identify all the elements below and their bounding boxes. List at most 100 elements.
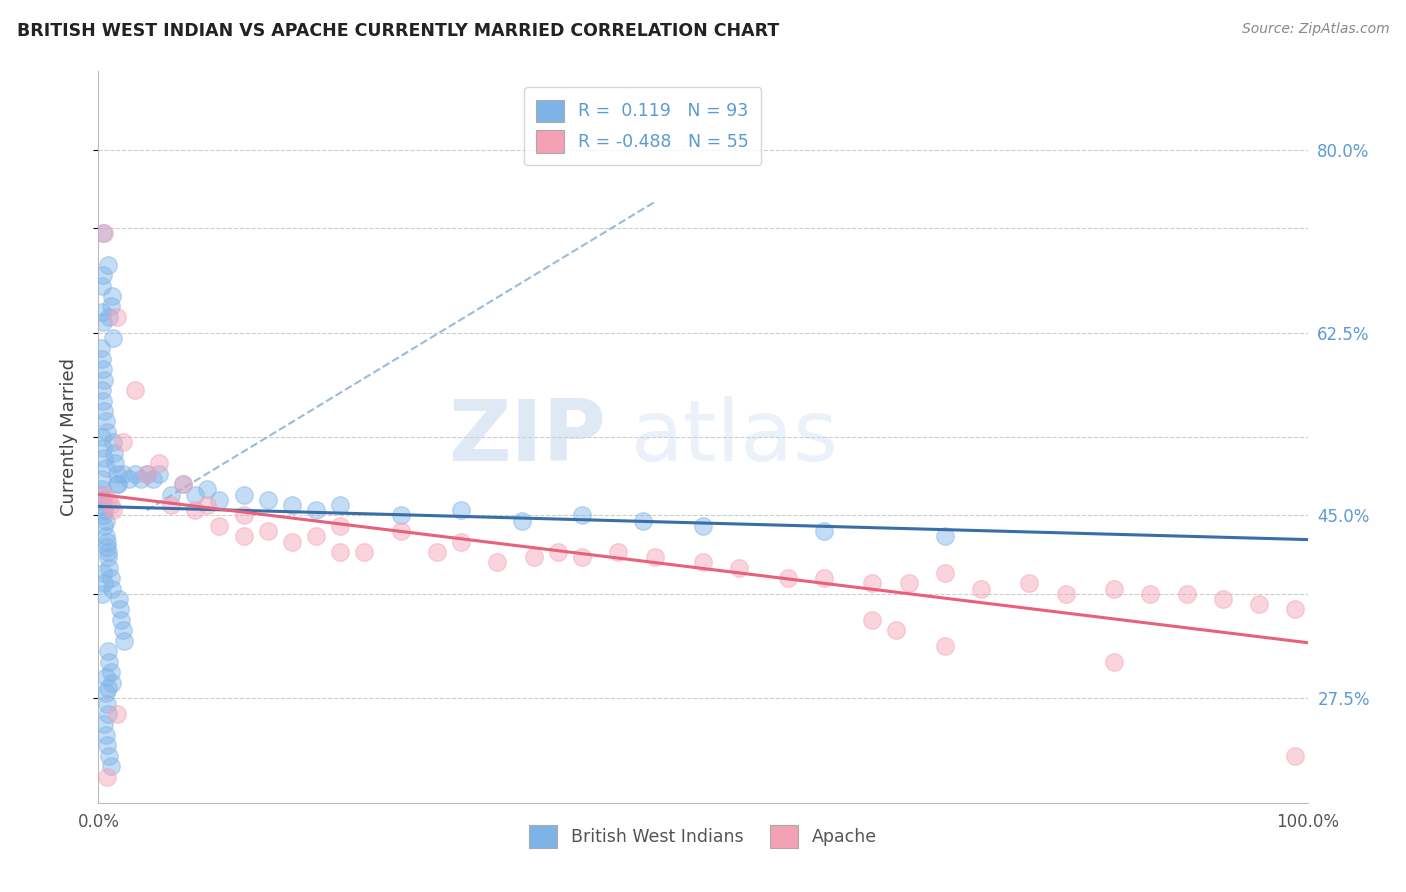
Text: Source: ZipAtlas.com: Source: ZipAtlas.com xyxy=(1241,22,1389,37)
Point xyxy=(91,441,114,455)
Point xyxy=(91,508,114,523)
Point xyxy=(100,571,122,585)
Point xyxy=(571,550,593,565)
Point xyxy=(90,341,112,355)
Point xyxy=(1284,602,1306,616)
Point xyxy=(129,472,152,486)
Point xyxy=(160,498,183,512)
Point xyxy=(93,503,115,517)
Point xyxy=(523,550,546,565)
Point xyxy=(776,571,799,585)
Point xyxy=(329,545,352,559)
Point xyxy=(96,425,118,439)
Point xyxy=(97,492,120,507)
Point xyxy=(692,519,714,533)
Point xyxy=(91,587,114,601)
Point xyxy=(108,592,131,607)
Point xyxy=(232,487,254,501)
Point xyxy=(91,268,114,282)
Point xyxy=(111,435,134,450)
Point xyxy=(389,508,412,523)
Point xyxy=(91,483,114,497)
Point xyxy=(97,681,120,695)
Point xyxy=(93,487,115,501)
Point xyxy=(184,503,207,517)
Point xyxy=(97,644,120,658)
Point xyxy=(232,529,254,543)
Point xyxy=(93,450,115,465)
Point xyxy=(91,351,114,366)
Point xyxy=(305,529,328,543)
Text: atlas: atlas xyxy=(630,395,838,479)
Point xyxy=(256,524,278,538)
Text: ZIP: ZIP xyxy=(449,395,606,479)
Point xyxy=(100,498,122,512)
Point xyxy=(184,487,207,501)
Point xyxy=(886,624,908,638)
Point xyxy=(107,477,129,491)
Point xyxy=(353,545,375,559)
Point xyxy=(329,498,352,512)
Legend: British West Indians, Apache: British West Indians, Apache xyxy=(517,814,889,860)
Point xyxy=(305,503,328,517)
Point xyxy=(94,461,117,475)
Point xyxy=(93,717,115,731)
Point xyxy=(281,498,304,512)
Point xyxy=(101,503,124,517)
Point xyxy=(389,524,412,538)
Point xyxy=(91,227,114,241)
Point xyxy=(97,706,120,721)
Point xyxy=(111,624,134,638)
Point xyxy=(142,472,165,486)
Point xyxy=(692,556,714,570)
Point xyxy=(104,456,127,470)
Text: BRITISH WEST INDIAN VS APACHE CURRENTLY MARRIED CORRELATION CHART: BRITISH WEST INDIAN VS APACHE CURRENTLY … xyxy=(17,22,779,40)
Point xyxy=(728,560,751,574)
Point xyxy=(91,304,114,318)
Point xyxy=(813,524,835,538)
Point xyxy=(100,300,122,314)
Point xyxy=(118,472,141,486)
Point xyxy=(860,613,883,627)
Point xyxy=(96,739,118,753)
Point xyxy=(91,566,114,580)
Point xyxy=(1212,592,1234,607)
Point xyxy=(90,487,112,501)
Point xyxy=(96,697,118,711)
Point xyxy=(644,550,666,565)
Point xyxy=(94,670,117,684)
Point xyxy=(97,545,120,559)
Point xyxy=(111,467,134,481)
Point xyxy=(94,686,117,700)
Point xyxy=(124,467,146,481)
Point xyxy=(91,362,114,376)
Point xyxy=(1139,587,1161,601)
Point xyxy=(607,545,630,559)
Point xyxy=(1054,587,1077,601)
Point xyxy=(172,477,194,491)
Point xyxy=(91,278,114,293)
Point xyxy=(93,576,115,591)
Point xyxy=(96,534,118,549)
Point xyxy=(105,467,128,481)
Point xyxy=(101,435,124,450)
Point xyxy=(93,227,115,241)
Point xyxy=(93,404,115,418)
Point xyxy=(329,519,352,533)
Point xyxy=(98,655,121,669)
Point xyxy=(1175,587,1198,601)
Point xyxy=(934,639,956,653)
Point xyxy=(1284,748,1306,763)
Point xyxy=(281,534,304,549)
Point xyxy=(148,456,170,470)
Point xyxy=(631,514,654,528)
Point xyxy=(91,492,114,507)
Point xyxy=(450,534,472,549)
Point xyxy=(91,472,114,486)
Point xyxy=(112,633,135,648)
Point xyxy=(100,675,122,690)
Point xyxy=(91,315,114,329)
Point xyxy=(103,446,125,460)
Point xyxy=(98,560,121,574)
Point xyxy=(510,514,533,528)
